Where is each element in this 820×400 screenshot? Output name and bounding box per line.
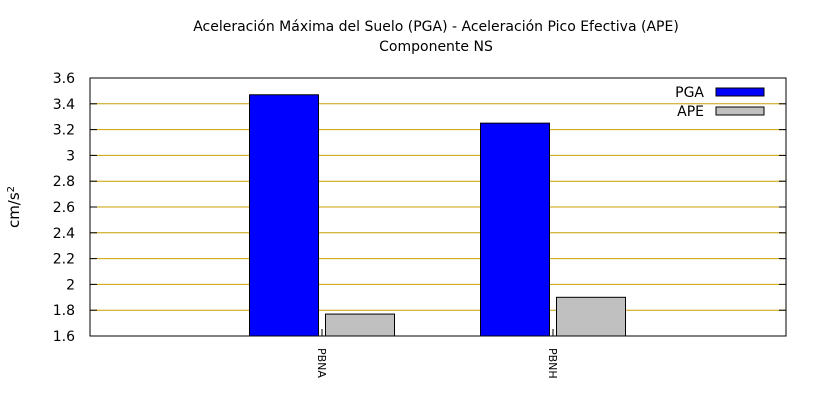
y-tick-label: 2.6 xyxy=(53,200,75,216)
y-tick-label: 2 xyxy=(66,277,75,293)
y-tick-label: 3.6 xyxy=(53,71,75,87)
y-tick-label: 3 xyxy=(66,148,75,164)
legend: PGA APE xyxy=(675,85,765,120)
bar-pga-pbna xyxy=(249,94,319,337)
y-tick-label: 1.6 xyxy=(53,329,75,345)
y-axis-label: cm/s2 xyxy=(5,186,23,228)
gridlines xyxy=(90,103,786,311)
x-category-label: PBNA xyxy=(315,348,328,378)
bar-ape-pbna xyxy=(325,313,395,337)
y-axis-label-exponent: 2 xyxy=(6,186,17,192)
legend-swatch-pga xyxy=(715,87,765,97)
y-tick-label: 3.2 xyxy=(53,123,75,139)
y-tick-label: 2.2 xyxy=(53,252,75,268)
x-category-label: PBNH xyxy=(546,348,559,379)
bar-pga-pbnh xyxy=(480,122,550,337)
legend-swatch-ape xyxy=(715,106,765,116)
x-category-labels: PBNA PBNH xyxy=(315,329,559,379)
chart-subtitle: Componente NS xyxy=(379,39,493,55)
y-ticks: 1.6 1.8 2 2.2 2.4 2.6 2.8 3 3.2 3.4 3.6 xyxy=(53,71,786,345)
legend-label-pga: PGA xyxy=(675,85,704,101)
legend-label-ape: APE xyxy=(677,104,704,120)
bar-ape-pbnh xyxy=(556,296,626,337)
y-tick-label: 3.4 xyxy=(53,97,75,113)
chart-title: Aceleración Máxima del Suelo (PGA) - Ace… xyxy=(193,19,679,35)
y-tick-label: 2.4 xyxy=(53,226,75,242)
y-tick-label: 1.8 xyxy=(53,303,75,319)
y-tick-label: 2.8 xyxy=(53,174,75,190)
y-axis-label-unit: cm/s xyxy=(5,192,23,228)
bars xyxy=(249,94,626,337)
